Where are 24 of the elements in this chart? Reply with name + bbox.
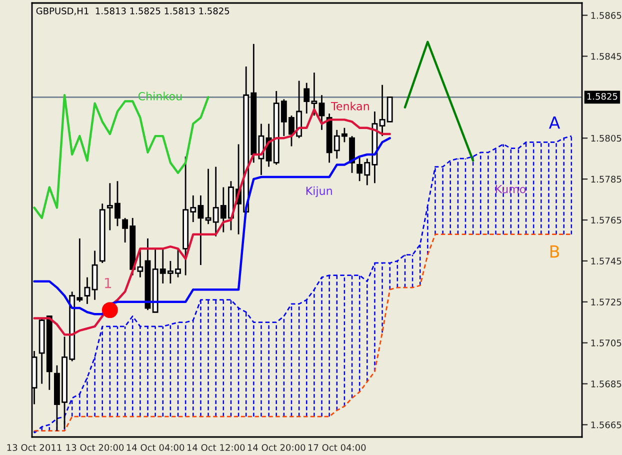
y-tick-label: 1.5665 bbox=[591, 421, 622, 428]
y-tick-label: 1.5685 bbox=[591, 380, 622, 388]
y-tick-label: 1.5705 bbox=[591, 340, 622, 346]
x-tick-label: 13 Oct 20:00 bbox=[66, 444, 124, 451]
annotation: Kumo bbox=[496, 185, 526, 194]
x-tick-label: 14 Oct 04:00 bbox=[126, 444, 184, 451]
y-tick-label: 1.5765 bbox=[591, 216, 622, 224]
series-label: A bbox=[548, 116, 560, 129]
x-tick-label: 14 Oct 12:00 bbox=[187, 444, 245, 451]
series-label: Kijun bbox=[306, 186, 332, 198]
x-tick-label: 14 Oct 20:00 bbox=[248, 444, 306, 451]
x-tick-label: 13 Oct 2011 bbox=[7, 444, 62, 451]
y-tick-label: 1.5865 bbox=[591, 12, 622, 19]
y-tick-label: 1.5725 bbox=[591, 298, 622, 306]
y-tick-label: 1.5745 bbox=[591, 258, 622, 264]
annotation: 1 bbox=[105, 278, 112, 288]
x-tick-label: 17 Oct 04:00 bbox=[308, 444, 366, 451]
series-label: Tenkan bbox=[330, 102, 369, 110]
ref-line-label: 1.5825 bbox=[587, 92, 618, 100]
chart-title: GBPUSD,H1 1.5813 1.5825 1.5813 1.5825 bbox=[36, 8, 230, 16]
y-tick-label: 1.5805 bbox=[591, 134, 622, 142]
y-tick-label: 1.5785 bbox=[591, 176, 622, 183]
series-label: B bbox=[550, 245, 560, 258]
y-tick-label: 1.5845 bbox=[591, 52, 622, 60]
